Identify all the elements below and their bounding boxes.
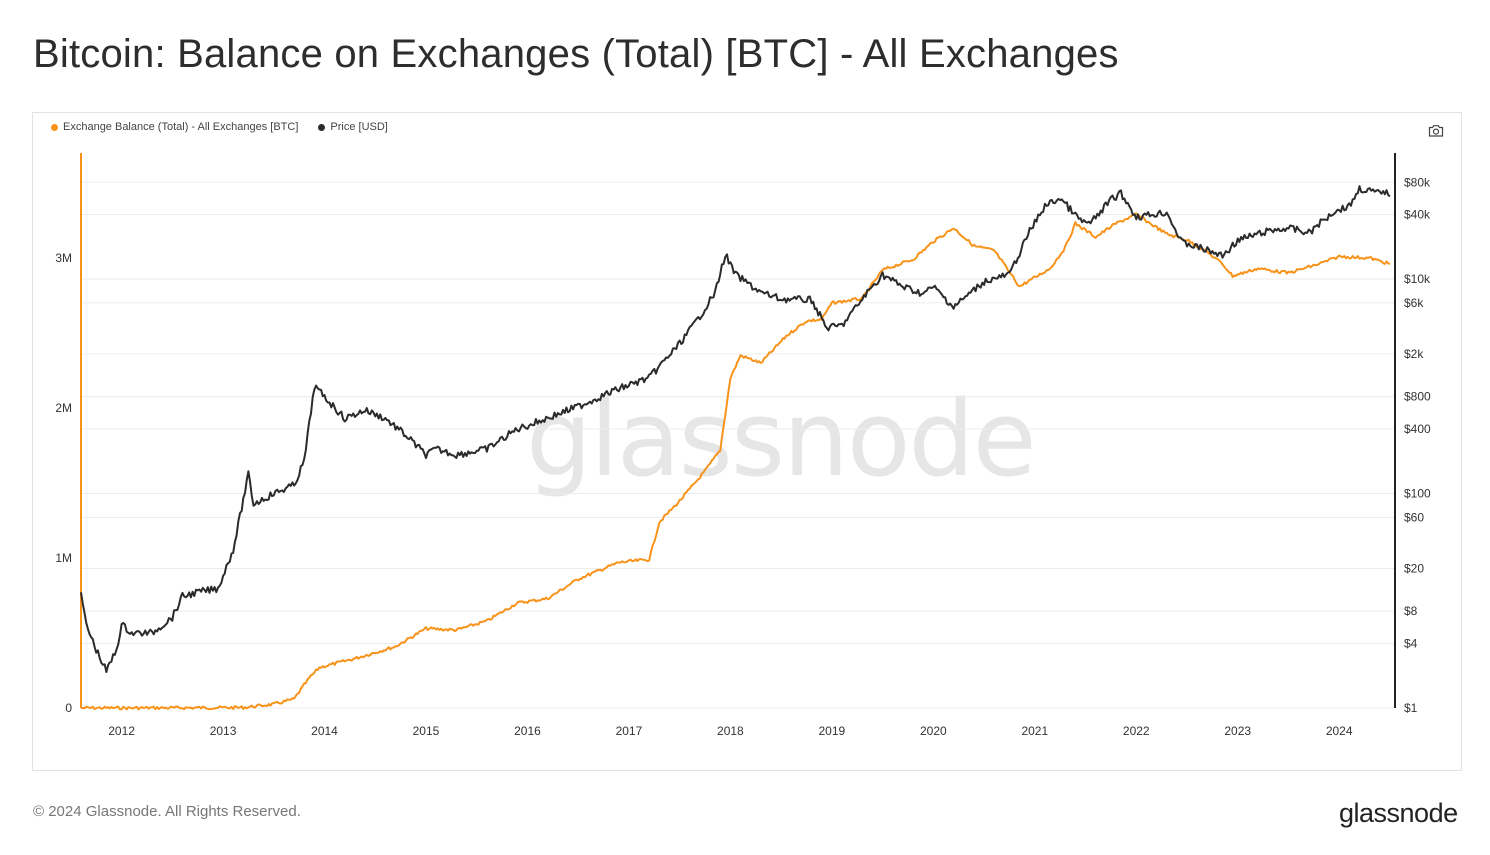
x-tick-label: 2021: [1021, 724, 1048, 738]
y-right-tick-label: $20: [1404, 561, 1424, 575]
x-tick-label: 2023: [1224, 724, 1251, 738]
x-tick-label: 2018: [717, 724, 744, 738]
x-tick-label: 2019: [819, 724, 846, 738]
legend-label-price: Price [USD]: [330, 121, 388, 133]
y-right-tick-label: $100: [1404, 487, 1431, 501]
y-right-tick-label: $60: [1404, 510, 1424, 524]
y-left-ticks: 0 1M 2M 3M: [55, 251, 72, 715]
legend-item-balance[interactable]: Exchange Balance (Total) - All Exchanges…: [51, 121, 298, 133]
chart-panel: [32, 112, 1462, 771]
x-tick-label: 2015: [413, 724, 440, 738]
price-dot-icon: [318, 123, 326, 131]
legend-item-price[interactable]: Price [USD]: [318, 121, 388, 133]
y-right-ticks: $1 $4 $8 $20 $60 $100 $400 $800 $2k $6k $10k $40k $8…: [1404, 175, 1431, 715]
chart-legend: Exchange Balance (Total) - All Exchanges…: [51, 121, 388, 133]
copyright-footer: © 2024 Glassnode. All Rights Reserved.: [33, 803, 301, 820]
x-tick-label: 2017: [616, 724, 643, 738]
balance-dot-icon: [51, 123, 58, 131]
x-tick-label: 2024: [1326, 724, 1353, 738]
y-right-tick-label: $2k: [1404, 347, 1424, 361]
balance-series-line: [81, 212, 1391, 711]
y-right-tick-label: $8: [1404, 604, 1418, 618]
grid-lines: [81, 181, 1395, 709]
y-right-tick-label: $800: [1404, 390, 1431, 404]
y-right-tick-label: $1: [1404, 701, 1418, 715]
y-right-tick-label: $6k: [1404, 296, 1424, 310]
x-tick-label: 2016: [514, 724, 541, 738]
glassnode-logo[interactable]: glassnode: [1339, 798, 1458, 828]
x-tick-label: 2012: [108, 724, 135, 738]
y-left-tick-label: 3M: [55, 251, 72, 265]
x-axis-ticks: 2012 2013 2014 2015 2016 2017 2018 2019 2020 2021…: [108, 724, 1353, 738]
y-right-tick-label: $4: [1404, 636, 1418, 650]
y-right-tick-label: $40k: [1404, 208, 1431, 222]
watermark: glassnode: [526, 378, 1037, 500]
price-series-line: [80, 185, 1391, 673]
x-tick-label: 2022: [1123, 724, 1150, 738]
y-right-tick-label: $10k: [1404, 272, 1431, 286]
legend-label-balance: Exchange Balance (Total) - All Exchanges…: [63, 121, 299, 133]
y-right-tick-label: $80k: [1404, 175, 1431, 189]
camera-icon[interactable]: [1428, 124, 1444, 138]
y-left-tick-label: 1M: [55, 551, 72, 565]
x-tick-label: 2013: [210, 724, 237, 738]
page-title: Bitcoin: Balance on Exchanges (Total) [B…: [33, 32, 1119, 76]
x-tick-label: 2020: [920, 724, 947, 738]
x-tick-label: 2014: [311, 724, 338, 738]
y-left-tick-label: 2M: [55, 401, 72, 415]
y-right-tick-label: $400: [1404, 422, 1431, 436]
y-left-tick-label: 0: [65, 701, 72, 715]
